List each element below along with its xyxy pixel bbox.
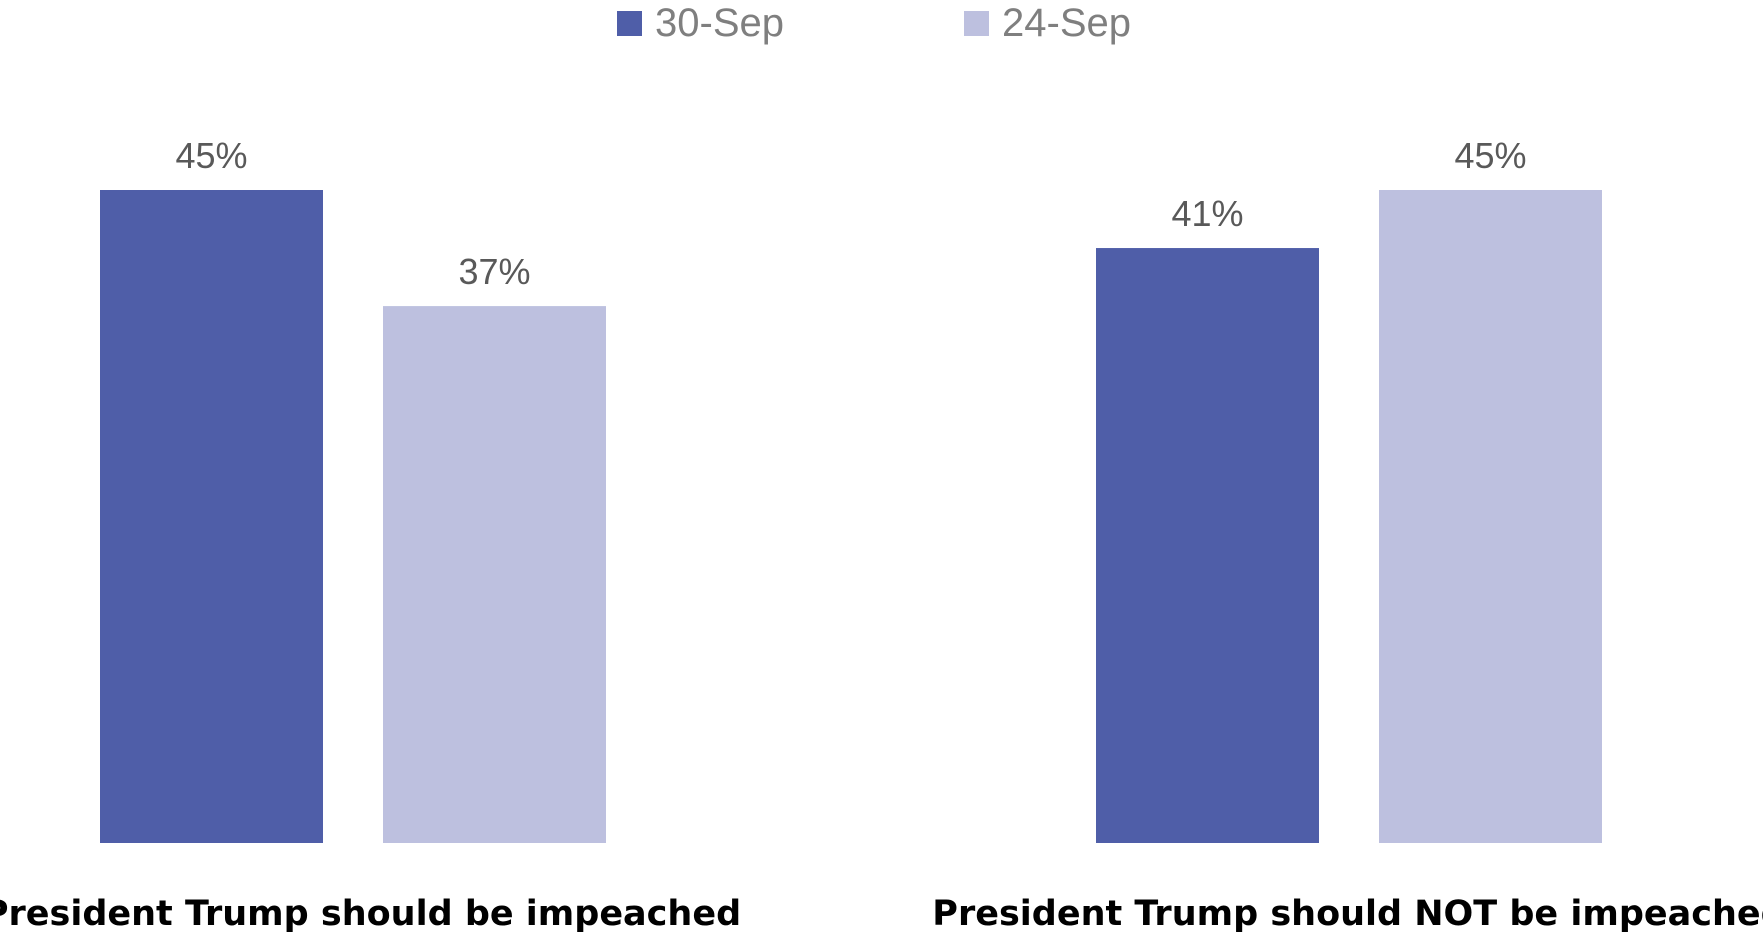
value-label-1-0: 41% <box>1171 193 1243 234</box>
category-label-1: President Trump should NOT be impeached <box>932 894 1763 934</box>
bar-1-1 <box>1379 190 1602 843</box>
legend: 30-Sep 24-Sep <box>617 1 1131 45</box>
legend-label: 30-Sep <box>655 1 784 45</box>
legend-swatch <box>617 11 642 36</box>
bar-0-0 <box>100 190 323 843</box>
category-labels: President Trump should be impeached Presi… <box>0 894 1763 934</box>
legend-label: 24-Sep <box>1002 1 1131 45</box>
value-label-1-1: 45% <box>1454 135 1526 176</box>
bar-1-0 <box>1096 248 1319 843</box>
bars <box>100 190 1602 843</box>
value-label-0-1: 37% <box>458 251 530 292</box>
legend-swatch <box>964 11 989 36</box>
legend-item-0: 30-Sep <box>617 1 784 45</box>
bar-0-1 <box>383 306 606 843</box>
legend-item-1: 24-Sep <box>964 1 1131 45</box>
value-labels: 45% 37% 41% 45% <box>175 135 1526 292</box>
value-label-0-0: 45% <box>175 135 247 176</box>
category-label-0: President Trump should be impeached <box>0 894 741 934</box>
